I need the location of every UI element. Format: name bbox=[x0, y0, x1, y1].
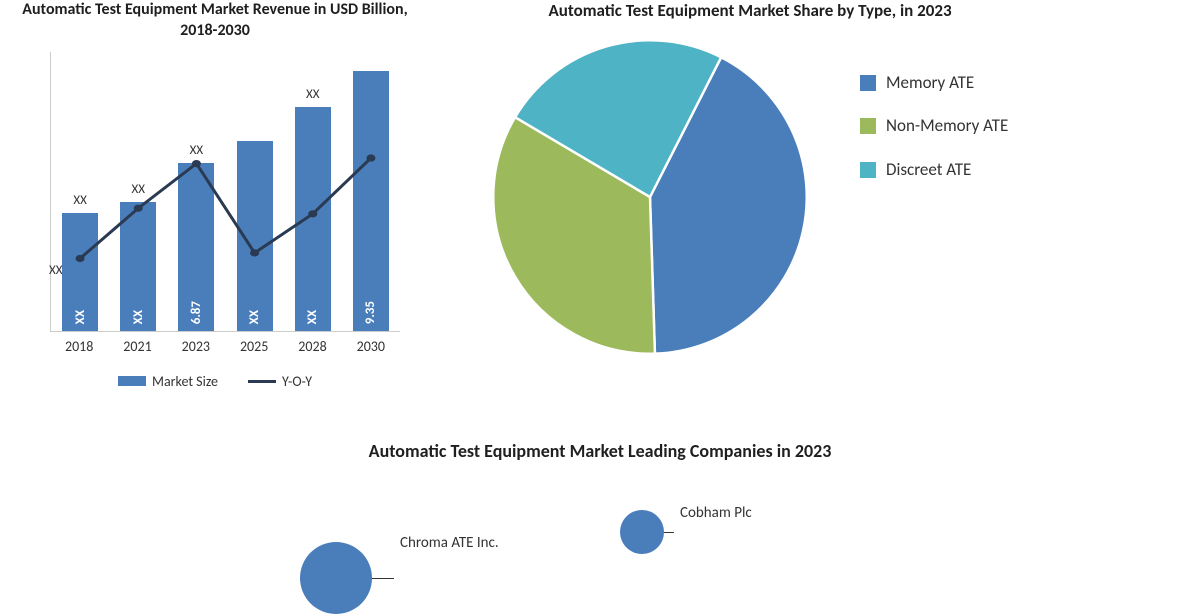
pie-legend-label: Non-Memory ATE bbox=[886, 115, 1008, 136]
bar-swatch-icon bbox=[118, 376, 146, 386]
bar-chart-plot: XX XX XX XX XX XX 6.87 XX XX XX 9.35 bbox=[50, 52, 400, 332]
company-label: Cobham Plc bbox=[680, 504, 752, 522]
pie-swatch-icon bbox=[860, 118, 876, 134]
bar-value-label: 9.35 bbox=[363, 301, 378, 324]
infographic-root: Automatic Test Equipment Market Revenue … bbox=[0, 0, 1200, 600]
bar: XX bbox=[120, 202, 156, 330]
pie-legend-item: Memory ATE bbox=[860, 72, 1008, 93]
pie-legend-item: Non-Memory ATE bbox=[860, 115, 1008, 136]
bar-value-label: 6.87 bbox=[189, 301, 204, 324]
legend-label: Market Size bbox=[152, 373, 218, 390]
bar-value-label: XX bbox=[305, 310, 320, 324]
x-axis-label: 2023 bbox=[182, 338, 210, 355]
bars-group: XX XX XX XX XX XX 6.87 XX XX XX 9.35 bbox=[51, 52, 400, 331]
bar-column: XX bbox=[226, 52, 284, 331]
bar-value-label: XX bbox=[247, 310, 262, 324]
x-axis-label: 2030 bbox=[357, 338, 385, 355]
bar-chart-title: Automatic Test Equipment Market Revenue … bbox=[20, 0, 410, 42]
bar-top-label: XX bbox=[306, 87, 320, 102]
line-swatch-icon bbox=[248, 380, 276, 383]
bar-column: XX 6.87 bbox=[167, 52, 225, 331]
bar: XX bbox=[237, 141, 273, 331]
top-row: Automatic Test Equipment Market Revenue … bbox=[0, 0, 1200, 420]
x-axis-label: 2028 bbox=[298, 338, 326, 355]
pie-legend-item: Discreet ATE bbox=[860, 159, 1008, 180]
bar-side-label: XX bbox=[49, 263, 63, 278]
bar-value-label: XX bbox=[73, 310, 88, 324]
x-axis-label: 2025 bbox=[240, 338, 268, 355]
bar-x-axis: 2018 2021 2023 2025 2028 2030 bbox=[50, 338, 400, 355]
pie-row: Memory ATE Non-Memory ATE Discreet ATE bbox=[470, 32, 1200, 362]
bar-legend: Market Size Y-O-Y bbox=[20, 373, 410, 390]
bar-chart-panel: Automatic Test Equipment Market Revenue … bbox=[0, 0, 430, 420]
bar-column: XX XX bbox=[109, 52, 167, 331]
bar-top-label: XX bbox=[132, 182, 146, 197]
bar: XX bbox=[62, 213, 98, 330]
legend-label: Y-O-Y bbox=[282, 373, 312, 390]
pie-legend-label: Discreet ATE bbox=[886, 159, 971, 180]
pie-swatch-icon bbox=[860, 162, 876, 178]
company-bubbles: Chroma ATE Inc. Cobham Plc bbox=[0, 492, 1200, 612]
companies-title: Automatic Test Equipment Market Leading … bbox=[0, 440, 1200, 462]
pie-chart-panel: Automatic Test Equipment Market Share by… bbox=[430, 0, 1200, 420]
bar: XX bbox=[295, 107, 331, 330]
company-bubble bbox=[620, 510, 664, 554]
pie-chart-title: Automatic Test Equipment Market Share by… bbox=[470, 0, 1030, 22]
bar: 6.87 bbox=[178, 163, 214, 330]
companies-panel: Automatic Test Equipment Market Leading … bbox=[0, 440, 1200, 612]
x-axis-label: 2018 bbox=[65, 338, 93, 355]
company-bubble bbox=[300, 542, 372, 614]
pie-legend: Memory ATE Non-Memory ATE Discreet ATE bbox=[860, 72, 1008, 202]
bar-value-label: XX bbox=[131, 310, 146, 324]
x-axis-label: 2021 bbox=[123, 338, 151, 355]
bar-top-label: XX bbox=[73, 193, 87, 208]
leader-line bbox=[372, 578, 394, 579]
bar-column: XX XX bbox=[284, 52, 342, 331]
company-label: Chroma ATE Inc. bbox=[400, 534, 499, 552]
bar-column: 9.35 bbox=[342, 52, 400, 331]
pie-legend-label: Memory ATE bbox=[886, 72, 974, 93]
legend-item: Y-O-Y bbox=[248, 373, 312, 390]
bar-top-label: XX bbox=[190, 143, 204, 158]
bar-column: XX XX XX bbox=[51, 52, 109, 331]
pie-plot bbox=[470, 32, 830, 362]
legend-item: Market Size bbox=[118, 373, 218, 390]
bar: 9.35 bbox=[353, 71, 389, 330]
leader-line bbox=[664, 532, 674, 533]
pie-swatch-icon bbox=[860, 75, 876, 91]
